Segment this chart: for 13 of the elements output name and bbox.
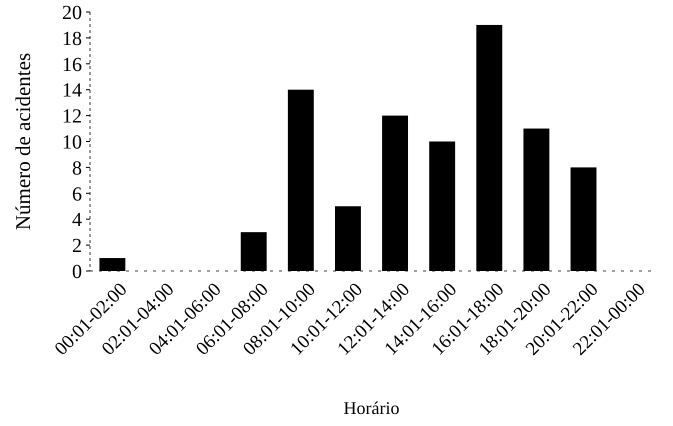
y-tick-label: 18 <box>62 28 82 50</box>
x-axis-title: Horário <box>344 398 400 418</box>
y-tick-label: 14 <box>62 80 82 102</box>
y-axis-title: Número de acidentes <box>11 52 35 230</box>
y-tick-label: 10 <box>62 132 82 154</box>
y-tick-label: 4 <box>72 209 82 232</box>
y-tick-label: 6 <box>72 183 82 206</box>
y-tick-label: 8 <box>72 157 82 180</box>
y-tick-label: 2 <box>72 235 82 258</box>
y-tick-label: 0 <box>72 261 82 283</box>
y-tick-label: 20 <box>62 2 82 24</box>
y-tick-label: 12 <box>62 106 82 128</box>
y-tick-label: 16 <box>62 54 82 76</box>
